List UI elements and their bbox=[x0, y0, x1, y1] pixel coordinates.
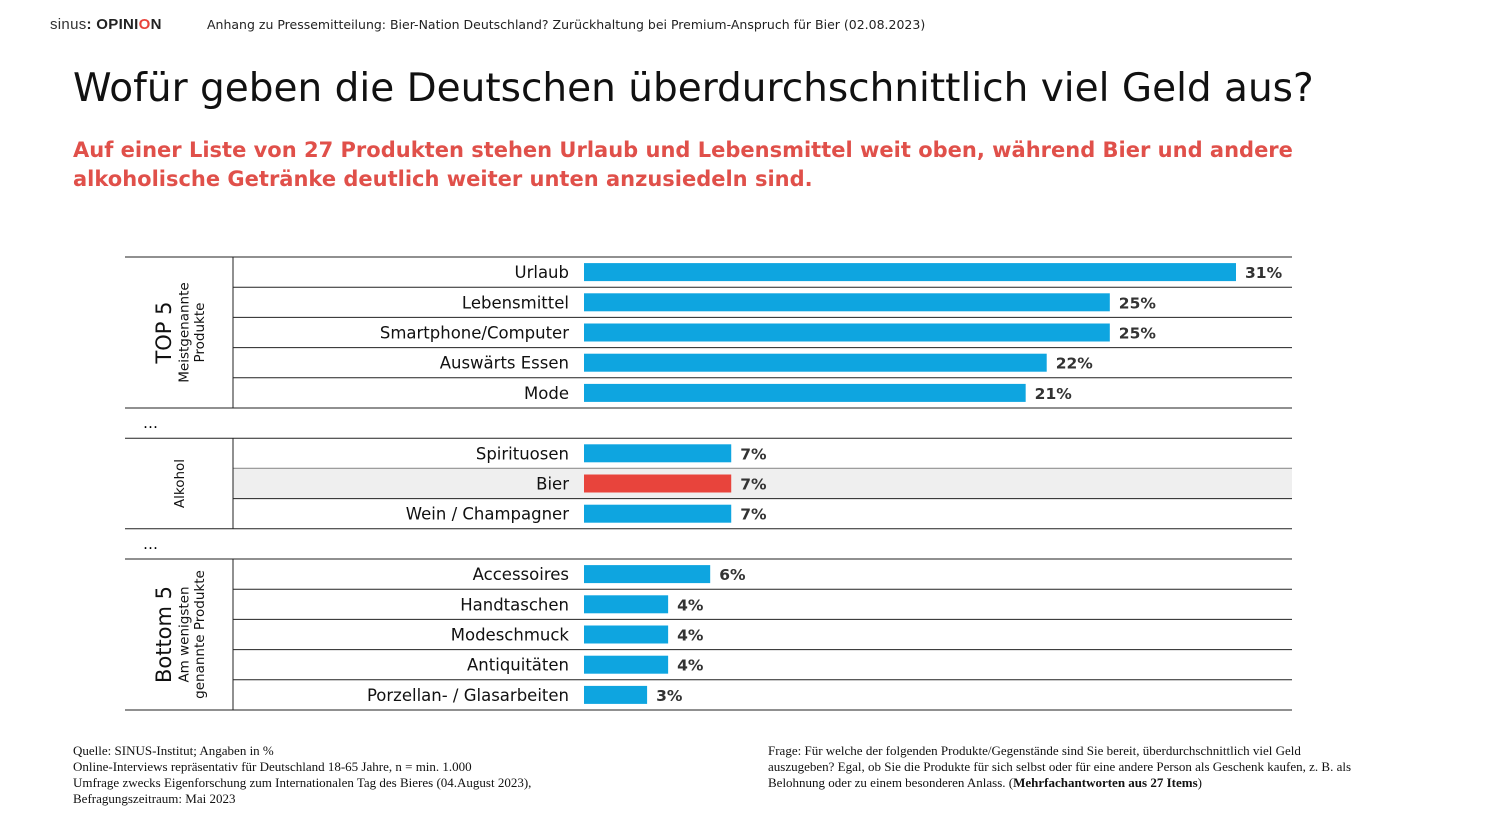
ellipsis-separator: … bbox=[143, 535, 158, 553]
source-note: Quelle: SINUS-Institut; Angaben in % Onl… bbox=[73, 743, 531, 807]
ellipsis-separator: … bbox=[143, 414, 158, 432]
sinus-opinion-logo: sinus: OPINION bbox=[50, 16, 162, 33]
group-subtitle: Am wenigsten bbox=[176, 586, 192, 682]
page-subtitle: Auf einer Liste von 27 Produkten stehen … bbox=[73, 138, 1293, 191]
question-line: Belohnung oder zu einem besonderen Anlas… bbox=[768, 775, 1202, 790]
data-label: 3% bbox=[656, 687, 683, 705]
press-release-line: Anhang zu Pressemitteilung: Bier-Nation … bbox=[207, 17, 926, 32]
source-line: Umfrage zwecks Eigenforschung zum Intern… bbox=[73, 775, 532, 790]
source-line: Befragungszeitraum: Mai 2023 bbox=[73, 791, 236, 806]
category-label: Bier bbox=[536, 475, 569, 494]
bar bbox=[584, 383, 1026, 402]
highlight-row bbox=[233, 468, 1292, 499]
question-note: Frage: Für welche der folgenden Produkte… bbox=[768, 743, 1448, 791]
category-label: Urlaub bbox=[515, 263, 570, 282]
category-label: Handtaschen bbox=[460, 595, 569, 614]
bar bbox=[584, 565, 711, 584]
data-label: 25% bbox=[1119, 294, 1157, 312]
category-label: Antiquitäten bbox=[467, 656, 569, 675]
category-label: Wein / Champagner bbox=[406, 505, 569, 524]
bar bbox=[584, 263, 1236, 282]
data-label: 7% bbox=[740, 445, 767, 463]
question-line: Frage: Für welche der folgenden Produkte… bbox=[768, 743, 1301, 758]
bar bbox=[584, 444, 732, 463]
group-title: TOP 5 bbox=[152, 301, 176, 364]
bar bbox=[584, 293, 1110, 312]
source-line: Quelle: SINUS-Institut; Angaben in % bbox=[73, 743, 274, 758]
group-subtitle: genannte Produkte bbox=[192, 570, 208, 699]
data-label: 21% bbox=[1035, 385, 1073, 403]
data-label: 7% bbox=[740, 476, 767, 494]
data-label: 4% bbox=[677, 596, 704, 614]
group-subtitle: Meistgenannte bbox=[176, 282, 192, 382]
data-label: 6% bbox=[719, 566, 746, 584]
page-title: Wofür geben die Deutschen überdurchschni… bbox=[73, 66, 1314, 111]
data-label: 31% bbox=[1245, 264, 1283, 282]
data-label: 4% bbox=[677, 657, 704, 675]
data-label: 7% bbox=[740, 506, 767, 524]
category-label: Porzellan- / Glasarbeiten bbox=[367, 686, 569, 705]
group-subtitle: Produkte bbox=[192, 303, 208, 363]
bar bbox=[584, 353, 1047, 372]
group-subtitle: Alkohol bbox=[172, 459, 188, 508]
bar-bier-highlight bbox=[584, 474, 732, 493]
source-line: Online-Interviews repräsentativ für Deut… bbox=[73, 759, 472, 774]
bar bbox=[584, 323, 1110, 342]
bar bbox=[584, 685, 648, 704]
data-label: 4% bbox=[677, 627, 704, 645]
bar bbox=[584, 504, 732, 523]
group-title: Bottom 5 bbox=[152, 586, 176, 683]
category-label: Smartphone/Computer bbox=[380, 324, 569, 343]
category-label: Modeschmuck bbox=[451, 626, 570, 645]
category-label: Spirituosen bbox=[476, 444, 569, 463]
question-bold: Mehrfachantworten aus 27 Items bbox=[1013, 775, 1198, 790]
category-label: Lebensmittel bbox=[462, 293, 569, 312]
data-label: 22% bbox=[1056, 355, 1094, 373]
bar bbox=[584, 655, 669, 674]
bar bbox=[584, 595, 669, 614]
category-label: Mode bbox=[524, 384, 569, 403]
bar bbox=[584, 625, 669, 644]
question-line: auszugeben? Egal, ob Sie die Produkte fü… bbox=[768, 759, 1352, 774]
category-label: Auswärts Essen bbox=[440, 354, 569, 373]
data-label: 25% bbox=[1119, 325, 1157, 343]
category-label: Accessoires bbox=[473, 565, 569, 584]
